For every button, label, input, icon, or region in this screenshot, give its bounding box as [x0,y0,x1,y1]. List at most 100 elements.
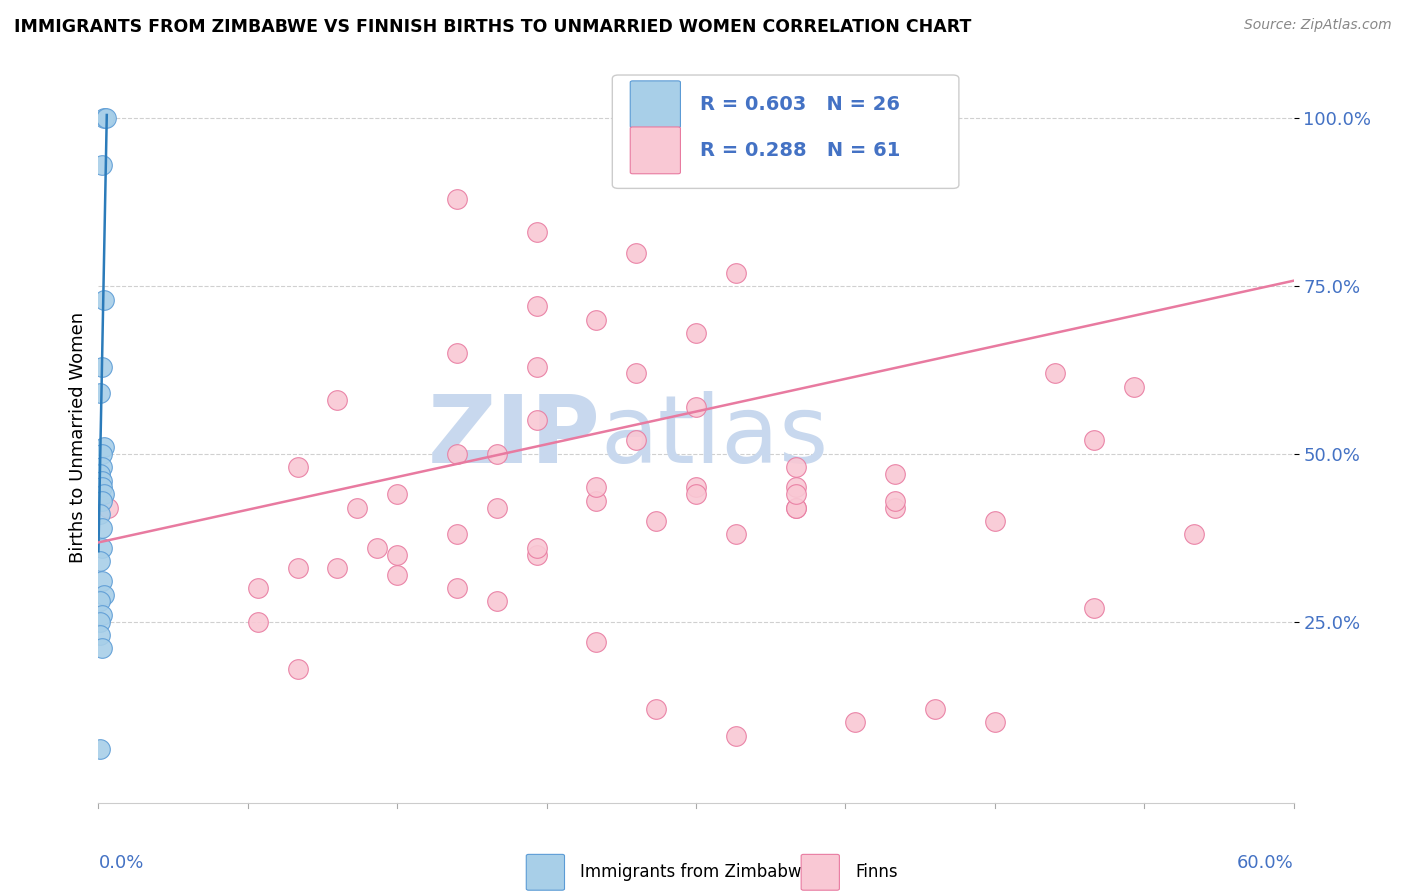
Point [326,561,349,575]
Point [924,702,946,716]
Point [246,615,269,629]
Text: IMMIGRANTS FROM ZIMBABWE VS FINNISH BIRTHS TO UNMARRIED WOMEN CORRELATION CHART: IMMIGRANTS FROM ZIMBABWE VS FINNISH BIRT… [14,18,972,36]
Point [91,493,114,508]
Point [526,541,548,555]
Point [91,474,114,488]
Point [93,588,115,602]
Text: atlas: atlas [600,391,828,483]
Point [685,487,707,501]
Text: Immigrants from Zimbabwe: Immigrants from Zimbabwe [581,863,811,881]
Point [385,487,409,501]
Point [446,346,468,360]
Point [91,574,114,589]
Text: 0.0%: 0.0% [98,854,143,872]
Point [287,662,309,676]
Point [89,508,111,522]
Point [1083,434,1105,448]
Point [1123,380,1146,394]
FancyBboxPatch shape [630,81,681,128]
Point [91,641,114,656]
Point [89,742,111,756]
Point [287,561,309,575]
Point [446,447,468,461]
Point [526,359,548,374]
Point [983,514,1005,528]
Point [91,460,114,475]
Point [785,500,807,515]
Point [724,266,747,280]
Point [485,594,508,608]
Point [89,594,111,608]
Point [1182,527,1205,541]
Point [287,460,309,475]
Text: Source: ZipAtlas.com: Source: ZipAtlas.com [1244,18,1392,32]
Point [385,567,409,582]
Point [93,440,115,454]
Point [585,480,607,494]
Point [685,112,707,126]
Point [446,581,468,595]
Point [91,521,114,535]
Text: R = 0.288   N = 61: R = 0.288 N = 61 [700,141,900,160]
FancyBboxPatch shape [526,855,565,890]
Point [346,500,368,515]
Point [983,715,1005,730]
Point [89,554,111,568]
Point [685,480,707,494]
Point [91,480,114,494]
Point [585,634,607,648]
Point [585,312,607,326]
Point [485,500,508,515]
Point [96,112,118,126]
Point [785,480,807,494]
Point [97,500,120,515]
Point [785,487,807,501]
Point [93,112,115,126]
Point [485,447,508,461]
FancyBboxPatch shape [612,75,959,188]
Text: ZIP: ZIP [427,391,600,483]
Point [785,500,807,515]
Point [724,527,747,541]
Point [884,500,907,515]
Point [624,245,647,260]
Point [645,702,668,716]
Point [89,386,111,401]
Point [89,467,111,481]
Point [624,434,647,448]
Point [246,581,269,595]
Point [884,493,907,508]
Point [785,460,807,475]
Point [585,493,607,508]
Point [624,367,647,381]
Point [91,158,114,172]
Point [89,628,111,642]
Point [93,487,115,501]
Point [385,548,409,562]
Point [91,607,114,622]
FancyBboxPatch shape [630,127,681,174]
Text: Finns: Finns [855,863,897,881]
Point [446,527,468,541]
Point [526,226,548,240]
Y-axis label: Births to Unmarried Women: Births to Unmarried Women [69,311,87,563]
Point [526,413,548,427]
Point [844,715,866,730]
Point [685,326,707,340]
Point [89,615,111,629]
Point [1043,367,1066,381]
Point [91,447,114,461]
Point [685,400,707,414]
Point [884,467,907,481]
Point [1083,601,1105,615]
Text: R = 0.603   N = 26: R = 0.603 N = 26 [700,95,900,114]
Point [724,729,747,743]
Point [91,359,114,374]
Point [526,299,548,313]
Point [326,393,349,408]
Point [91,541,114,555]
Text: 60.0%: 60.0% [1237,854,1294,872]
Point [93,293,115,307]
Point [446,192,468,206]
Point [526,548,548,562]
